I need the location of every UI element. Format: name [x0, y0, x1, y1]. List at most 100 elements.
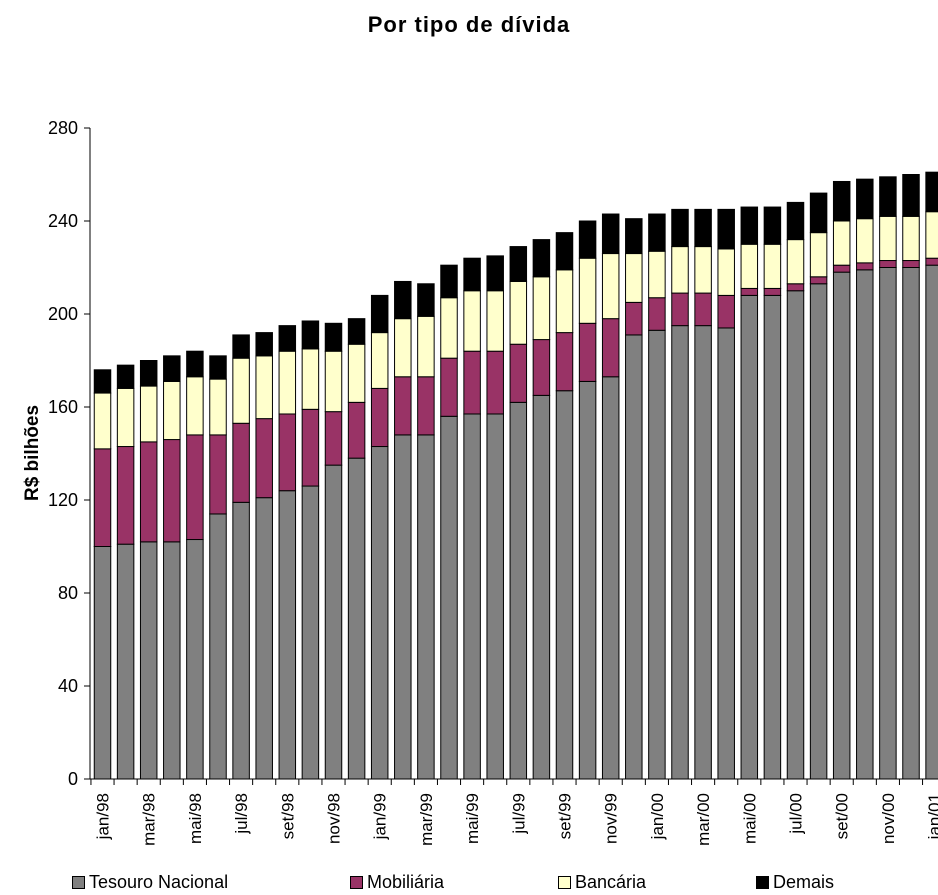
x-tick-label: mai/98: [186, 793, 205, 844]
bar-segment-bancaria: [232, 357, 250, 424]
bar-segment-bancaria: [671, 246, 689, 294]
bar-segment-demais: [925, 171, 938, 213]
bar-segment-mobiliaria: [786, 283, 805, 292]
y-tick-label: 280: [48, 118, 78, 138]
bar-segment-tesouro-nacional: [509, 401, 528, 780]
bar-segment-tesouro-nacional: [925, 264, 938, 780]
bar-segment-demais: [370, 294, 389, 334]
bar-segment-demais: [232, 334, 250, 359]
legend-label: Bancária: [575, 872, 647, 892]
bar-segment-mobiliaria: [717, 294, 735, 329]
legend-label: Tesouro Nacional: [89, 872, 229, 892]
bar-segment-demais: [601, 213, 620, 255]
bar-segment-tesouro-nacional: [763, 294, 782, 780]
legend-label: Demais: [773, 872, 835, 892]
bar-segment-mobiliaria: [648, 297, 666, 331]
x-tick-label: nov/98: [325, 793, 344, 844]
bar-segment-demais: [532, 239, 551, 278]
bar-segment-mobiliaria: [902, 260, 920, 268]
bar-segment-tesouro-nacional: [902, 267, 920, 780]
bar-segment-tesouro-nacional: [255, 497, 273, 780]
x-tick-label: jan/99: [371, 793, 390, 840]
x-tick-label: jan/98: [94, 793, 113, 840]
legend-item-tesouro-nacional: Tesouro Nacional: [72, 872, 228, 893]
bar-segment-bancaria: [93, 392, 112, 450]
bar-segment-bancaria: [902, 215, 920, 262]
y-tick-label: 200: [48, 304, 78, 324]
bar-segment-bancaria: [139, 385, 158, 443]
bar-segment-bancaria: [879, 215, 897, 262]
bar-segment-tesouro-nacional: [532, 394, 551, 780]
bar-segment-mobiliaria: [601, 318, 620, 378]
bar-segment-mobiliaria: [879, 260, 897, 268]
bar-segment-mobiliaria: [486, 350, 504, 415]
bar-segment-mobiliaria: [209, 434, 227, 515]
bar-segment-tesouro-nacional: [186, 539, 204, 780]
bar-segment-tesouro-nacional: [786, 290, 805, 780]
bar-segment-tesouro-nacional: [740, 294, 759, 780]
bar-segment-tesouro-nacional: [163, 541, 181, 780]
bar-segment-bancaria: [601, 253, 620, 320]
bar-segment-bancaria: [555, 269, 574, 334]
x-tick-label: jan/00: [648, 793, 667, 840]
bar-segment-bancaria: [648, 250, 666, 299]
bar-segment-mobiliaria: [532, 339, 551, 396]
bar-segment-bancaria: [509, 280, 528, 345]
bar-segment-bancaria: [440, 297, 458, 359]
bar-segment-mobiliaria: [440, 357, 458, 417]
x-tick-label: nov/00: [879, 793, 898, 844]
bar-segment-mobiliaria: [694, 292, 712, 327]
bar-segment-bancaria: [832, 220, 851, 266]
bar-segment-bancaria: [394, 318, 412, 378]
bar-segment-demais: [625, 218, 643, 255]
bar-segment-demais: [186, 350, 204, 378]
bar-segment-tesouro-nacional: [347, 457, 366, 780]
bar-segment-tesouro-nacional: [232, 501, 250, 780]
bar-segment-demais: [163, 355, 181, 382]
bar-segment-bancaria: [786, 239, 805, 285]
bar-segment-demais: [694, 208, 712, 248]
bar-segment-bancaria: [324, 350, 343, 413]
bar-segment-tesouro-nacional: [601, 376, 620, 780]
bar-segment-mobiliaria: [301, 408, 320, 487]
y-tick-label: 40: [58, 676, 78, 696]
y-tick-label: 0: [68, 769, 78, 789]
x-tick-label: mar/99: [417, 793, 436, 846]
bar-segment-bancaria: [809, 232, 828, 278]
bar-segment-tesouro-nacional: [301, 485, 320, 780]
bar-segment-tesouro-nacional: [856, 269, 874, 780]
y-tick-label: 160: [48, 397, 78, 417]
bar-segment-tesouro-nacional: [879, 267, 897, 780]
bar-segment-mobiliaria: [255, 418, 273, 499]
bar-segment-demais: [116, 364, 135, 389]
bar-segment-tesouro-nacional: [671, 325, 689, 780]
bar-segment-demais: [486, 255, 504, 292]
bar-segment-mobiliaria: [116, 446, 135, 545]
bar-segment-demais: [786, 201, 805, 241]
x-axis: jan/98 mar/98 mai/98 jul/98 set/98 nov/98 jan/…: [90, 778, 938, 846]
bar-segment-bancaria: [209, 378, 227, 436]
bar-segment-demais: [278, 325, 297, 352]
bar-segment-demais: [879, 176, 897, 217]
bar-segment-bancaria: [186, 376, 204, 436]
bar-segment-tesouro-nacional: [93, 546, 112, 780]
legend-item-bancaria: Bancária: [558, 872, 646, 893]
bar-segment-demais: [555, 232, 574, 271]
x-tick-label: jul/00: [787, 793, 806, 835]
x-tick-label: set/99: [556, 793, 575, 839]
bar-segment-mobiliaria: [763, 287, 782, 296]
bar-segment-demais: [463, 257, 481, 292]
bar-segment-bancaria: [694, 246, 712, 294]
bar-segment-demais: [394, 280, 412, 320]
bar-segment-tesouro-nacional: [809, 283, 828, 780]
x-tick-label: jul/99: [509, 793, 528, 835]
bar-segment-bancaria: [255, 355, 273, 420]
bar-segment-demais: [209, 355, 227, 380]
bar-segment-demais: [648, 213, 666, 252]
bar-segment-mobiliaria: [509, 343, 528, 403]
bar-segment-demais: [324, 322, 343, 352]
bar-segment-tesouro-nacional: [324, 464, 343, 780]
bar-segment-mobiliaria: [394, 376, 412, 436]
bar-segment-tesouro-nacional: [463, 413, 481, 780]
bar-segment-demais: [139, 360, 158, 387]
